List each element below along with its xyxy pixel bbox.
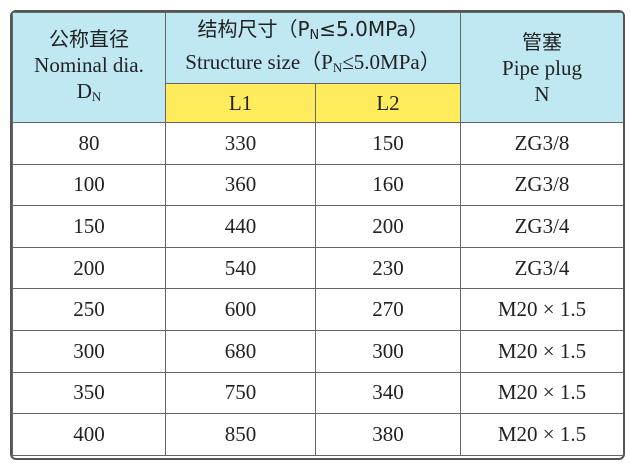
- header-zh: 结构尺寸（PN≤5.0MPa）: [166, 16, 460, 49]
- table-body: 公称直径 Nominal dia. DN 结构尺寸（PN≤5.0MPa） Str…: [12, 12, 623, 456]
- table-cell: 250: [12, 288, 166, 331]
- table-cell: 300: [315, 329, 461, 373]
- table-frame: 公称直径 Nominal dia. DN 结构尺寸（PN≤5.0MPa） Str…: [10, 10, 625, 460]
- table-cell: 680: [165, 329, 316, 373]
- table-cell: 200: [315, 205, 461, 248]
- table-cell: 100: [12, 163, 166, 207]
- subheader-cell: L1: [165, 83, 316, 123]
- table-cell: ZG3/4: [460, 246, 623, 290]
- table-row: 250 600 270 M20 × 1.5: [12, 288, 623, 331]
- header-en: Pipe plug: [502, 55, 582, 80]
- header-zh: 公称直径: [49, 26, 129, 51]
- table-cell: M20 × 1.5: [460, 413, 623, 456]
- table-cell: 230: [315, 246, 461, 290]
- table-row: 300 680 300 M20 × 1.5: [12, 329, 623, 373]
- header-en: Nominal dia.: [34, 52, 144, 77]
- header-cell: 管塞 Pipe plug N: [460, 12, 623, 123]
- table-cell: 850: [165, 413, 316, 456]
- header-zh: 管塞: [522, 29, 562, 54]
- table-cell: M20 × 1.5: [460, 329, 623, 373]
- table-cell: 750: [165, 371, 316, 415]
- text: 结构尺寸（P: [197, 16, 310, 41]
- table-cell: 150: [12, 205, 166, 248]
- table-row: 200 540 230 ZG3/4: [12, 246, 623, 290]
- table-cell: ZG3/8: [460, 122, 623, 165]
- table-cell: M20 × 1.5: [460, 288, 623, 331]
- table-cell: 160: [315, 163, 461, 207]
- subheader-cell: L2: [315, 83, 461, 123]
- table-cell: ZG3/4: [460, 205, 623, 248]
- text: ≤5.0MPa）: [342, 49, 441, 74]
- header-symbol: DN: [13, 78, 165, 110]
- subscript: N: [91, 88, 102, 104]
- header-cell: 公称直径 Nominal dia. DN: [12, 12, 166, 123]
- header-cell: 结构尺寸（PN≤5.0MPa） Structure size（PN≤5.0MPa…: [165, 12, 461, 84]
- table-cell: 350: [12, 371, 166, 415]
- header-symbol: N: [534, 81, 550, 106]
- symbol: D: [76, 78, 92, 103]
- table-cell: ZG3/8: [460, 163, 623, 207]
- table-cell: 270: [315, 288, 461, 331]
- text: Structure size（P: [185, 49, 333, 74]
- table-row: 100 360 160 ZG3/8: [12, 163, 623, 207]
- table-cell: M20 × 1.5: [460, 371, 623, 415]
- table-cell: 540: [165, 246, 316, 290]
- header-en: Structure size（PN≤5.0MPa）: [166, 49, 460, 81]
- table-cell: 330: [165, 122, 316, 165]
- table-row: 400 850 380 M20 × 1.5: [12, 413, 623, 456]
- table-cell: 360: [165, 163, 316, 207]
- spec-table: 公称直径 Nominal dia. DN 结构尺寸（PN≤5.0MPa） Str…: [12, 12, 623, 456]
- subscript: N: [332, 59, 343, 75]
- table-cell: 200: [12, 246, 166, 290]
- table-cell: 340: [315, 371, 461, 415]
- table-cell: 440: [165, 205, 316, 248]
- table-cell: 80: [12, 122, 166, 165]
- table-row: 80 330 150 ZG3/8: [12, 122, 623, 165]
- table-cell: 380: [315, 413, 461, 456]
- table-cell: 400: [12, 413, 166, 456]
- table-cell: 600: [165, 288, 316, 331]
- table-row: 350 750 340 M20 × 1.5: [12, 371, 623, 415]
- table-row: 150 440 200 ZG3/4: [12, 205, 623, 248]
- table-cell: 300: [12, 329, 166, 373]
- subscript: N: [309, 27, 320, 43]
- table-cell: 150: [315, 122, 461, 165]
- text: ≤5.0MPa）: [319, 16, 429, 41]
